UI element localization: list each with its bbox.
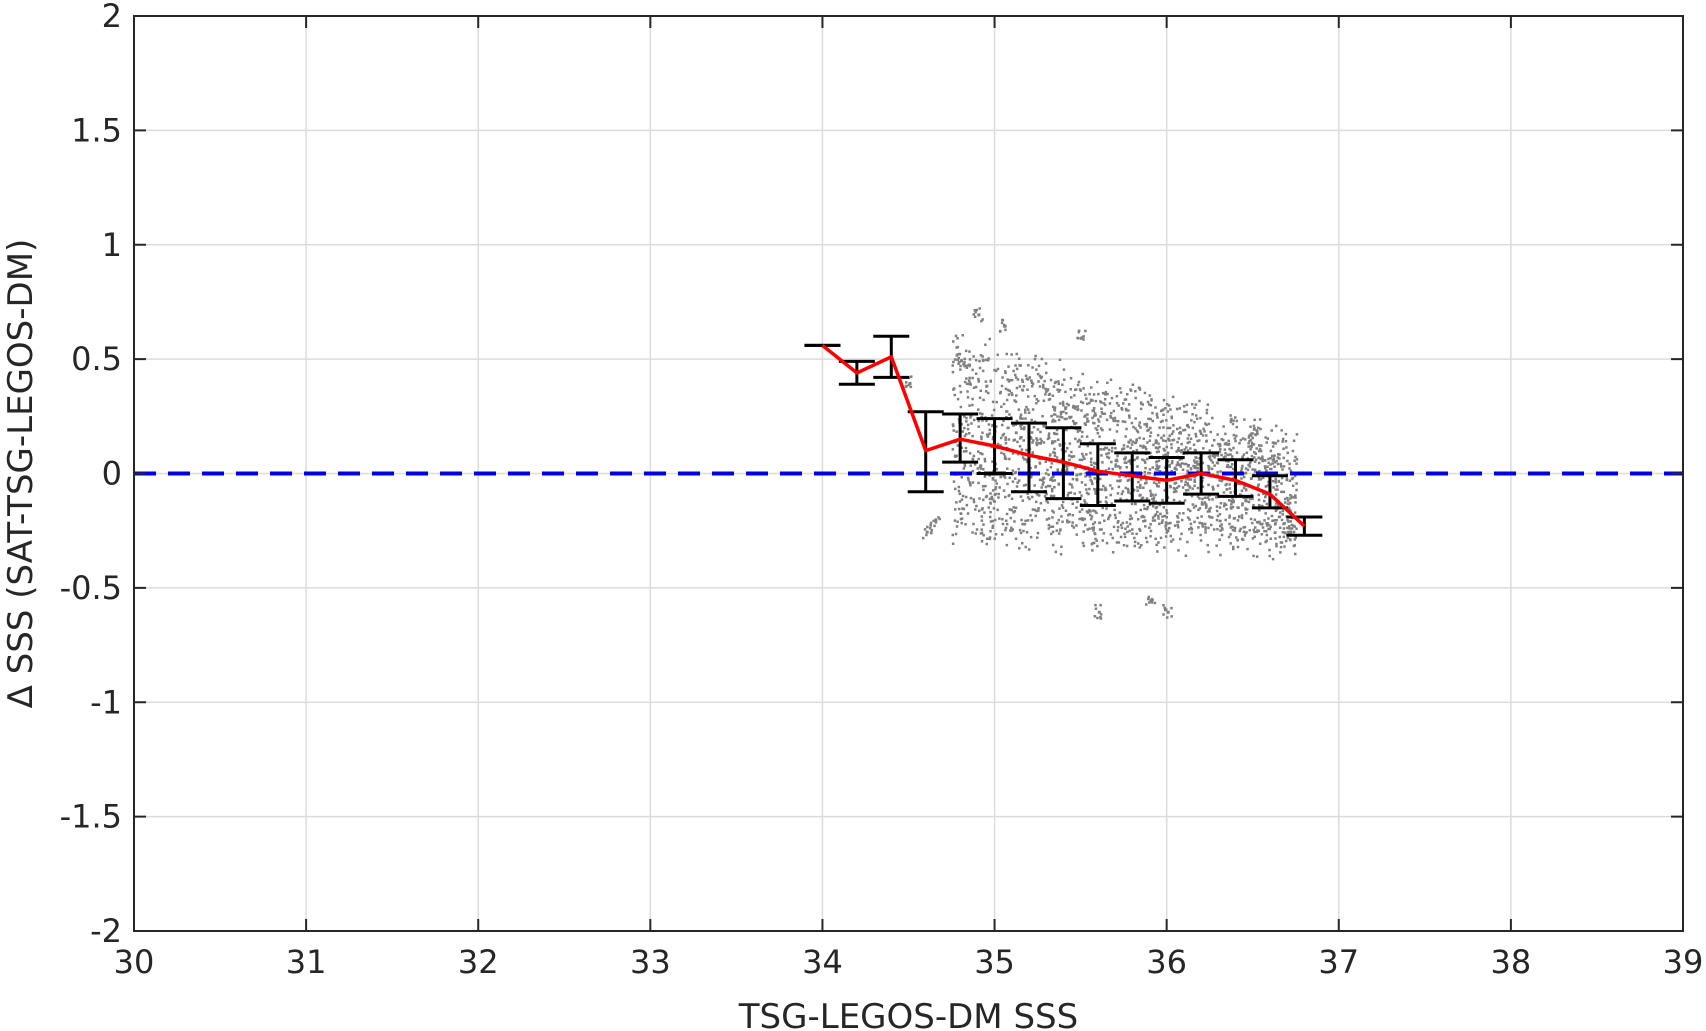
x-tick-label: 36 [1146,943,1187,981]
scatter-point [1252,427,1256,431]
y-tick-label: -0.5 [60,569,122,607]
scatter-point [934,519,938,523]
y-tick-label: -2 [90,912,122,950]
mean-line [821,344,1306,528]
scatter-point [1003,324,1007,328]
x-axis-label: TSG-LEGOS-DM SSS [738,997,1078,1031]
y-axis-label: Δ SSS (SAT-TSG-LEGOS-DM) [1,239,41,709]
x-tick-label: 34 [802,943,843,981]
scatter-point [908,382,912,385]
scatter-point [960,359,964,363]
y-tick-label: 1 [102,226,122,264]
x-tick-label: 30 [114,943,155,981]
scatter-point [1097,610,1101,614]
x-tick-label: 32 [458,943,499,981]
y-tick-label: 2 [102,0,122,35]
scatter-point [1149,599,1153,603]
x-tick-label: 38 [1491,943,1532,981]
scatter-point [977,313,981,317]
x-tick-label: 39 [1663,943,1704,981]
scatter-point [1080,336,1084,340]
scatter-point [925,530,929,534]
y-tick-label: 0 [102,455,122,493]
y-axis-ticks: 2 1.5 1 0.5 0 -0.5 -1 -1.5 -2 [60,0,1683,950]
scatter-points [904,307,1299,620]
scatter-point [1287,530,1291,534]
x-tick-label: 35 [974,943,1015,981]
x-tick-label: 37 [1318,943,1359,981]
y-tick-label: -1 [90,683,122,721]
y-tick-label: 1.5 [71,111,122,149]
scatter-cloud [904,307,1299,620]
y-tick-label: 0.5 [71,340,122,378]
scatter-point [1166,610,1170,614]
x-tick-label: 33 [630,943,671,981]
x-tick-label: 31 [286,943,327,981]
x-axis-ticks: 30 31 32 33 34 35 36 37 38 39 [114,16,1704,981]
y-tick-label: -1.5 [60,798,122,836]
